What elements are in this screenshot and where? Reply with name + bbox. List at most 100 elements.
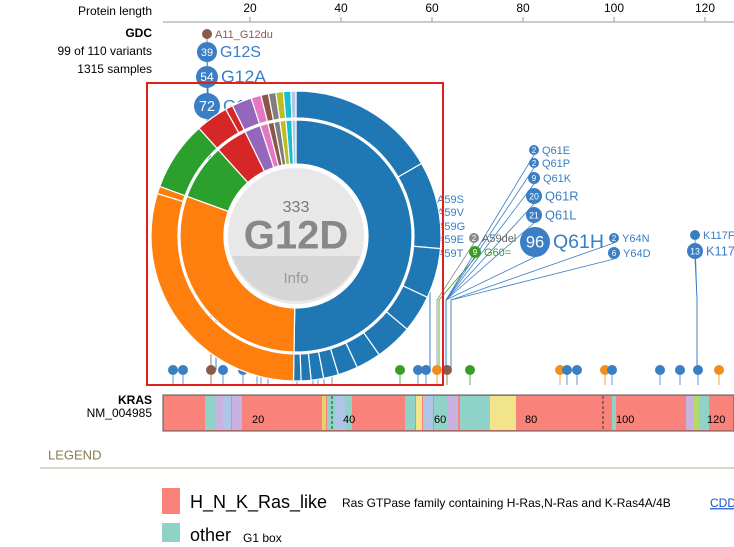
domain-segment bbox=[694, 396, 699, 430]
legend-description: Ras GTPase family containing H-Ras,N-Ras… bbox=[342, 496, 671, 510]
mutation-dot bbox=[421, 365, 431, 375]
gene-tick-label: 120 bbox=[707, 414, 725, 426]
sunburst-label: G12D bbox=[244, 214, 349, 258]
ruler-tick-label: 60 bbox=[425, 1, 439, 15]
legend-description: G1 box bbox=[243, 531, 282, 542]
sunburst-arc bbox=[291, 119, 297, 165]
mutation-dot bbox=[562, 365, 572, 375]
sunburst-arc bbox=[290, 90, 297, 119]
domain-segment bbox=[612, 396, 616, 430]
gene-tick-label: 80 bbox=[525, 414, 537, 426]
mutation-label: A59S bbox=[437, 194, 464, 206]
mutation-dot bbox=[469, 233, 479, 243]
mutation-label: Y64N bbox=[622, 233, 650, 245]
mutation-label: G12S bbox=[220, 44, 261, 61]
mutation-label: A11_G12du bbox=[215, 29, 273, 41]
mutation-dot bbox=[469, 246, 481, 258]
mutation-count: 20 bbox=[529, 191, 539, 201]
domain-segment bbox=[232, 396, 242, 430]
mutation-dot bbox=[655, 365, 665, 375]
gene-tick-label: 40 bbox=[343, 414, 355, 426]
domain-segment bbox=[215, 396, 223, 430]
legend-name: other bbox=[190, 525, 231, 542]
legend-swatch bbox=[162, 523, 180, 547]
ruler-tick-label: 80 bbox=[516, 1, 530, 15]
mutation-count: 39 bbox=[201, 47, 213, 59]
ruler-title: Protein length bbox=[78, 4, 152, 18]
mutation-label: Q61K bbox=[543, 173, 572, 185]
domain-segment bbox=[223, 396, 231, 430]
mutation-dot bbox=[197, 42, 217, 62]
mutation-dot bbox=[693, 365, 703, 375]
mutation-count: 54 bbox=[200, 70, 214, 84]
mutation-dot bbox=[465, 365, 475, 375]
gene-tick-label: 100 bbox=[616, 414, 634, 426]
stem bbox=[436, 242, 475, 370]
domain-segment bbox=[345, 396, 352, 430]
ruler-tick-label: 20 bbox=[243, 1, 257, 15]
mutation-dot bbox=[526, 207, 542, 223]
info-button[interactable]: Info bbox=[283, 270, 308, 287]
sunburst-arc bbox=[293, 119, 413, 353]
stem bbox=[450, 242, 615, 370]
gene-name: KRAS bbox=[118, 393, 152, 407]
mutation-dot bbox=[520, 227, 550, 257]
mutation-dot bbox=[218, 365, 228, 375]
legend-name: H_N_K_Ras_like bbox=[190, 492, 327, 513]
mutation-dot bbox=[529, 145, 539, 155]
mutation-count: 9 bbox=[532, 174, 537, 183]
stem bbox=[445, 256, 536, 370]
domain-segment bbox=[205, 396, 215, 430]
mutation-count: 6 bbox=[612, 249, 617, 258]
mutation-dot bbox=[178, 365, 188, 375]
mutation-label: K117F bbox=[703, 230, 734, 242]
mutation-dot bbox=[675, 365, 685, 375]
mutation-label: A59T bbox=[437, 248, 464, 260]
info-button-bg[interactable] bbox=[232, 256, 360, 302]
mutation-count: 2 bbox=[472, 234, 477, 243]
legend-link[interactable]: CDD bbox=[710, 496, 734, 510]
track-samples: 1315 samples bbox=[77, 62, 152, 76]
selection-box bbox=[146, 82, 444, 386]
mutation-dot bbox=[608, 247, 620, 259]
domain-segment bbox=[460, 396, 490, 430]
mutation-dot bbox=[555, 365, 565, 375]
mutation-dot bbox=[413, 365, 423, 375]
mutation-dot bbox=[395, 365, 405, 375]
mutation-dot bbox=[442, 365, 452, 375]
mutation-count: 9 bbox=[473, 248, 478, 257]
stem bbox=[450, 258, 615, 370]
mutation-label: Q61H bbox=[553, 231, 604, 253]
mutation-dot bbox=[432, 365, 442, 375]
stem bbox=[694, 258, 698, 370]
domain-segment bbox=[335, 396, 345, 430]
mutation-dot bbox=[202, 29, 212, 39]
mutation-dot bbox=[572, 365, 582, 375]
domain-segment bbox=[686, 396, 694, 430]
domain-segment bbox=[327, 396, 335, 430]
mutation-dot bbox=[607, 365, 617, 375]
domain-segment bbox=[416, 396, 422, 430]
mutation-label: G12A bbox=[221, 67, 266, 87]
stem bbox=[445, 222, 535, 370]
mutation-label: A59V bbox=[437, 207, 465, 219]
mutation-label: A59del bbox=[482, 233, 516, 245]
mutation-dot bbox=[690, 230, 700, 240]
sunburst-arc bbox=[179, 195, 296, 353]
gene-tick-label: 20 bbox=[252, 414, 264, 426]
legend-swatch bbox=[162, 488, 180, 514]
mutation-count: 2 bbox=[612, 234, 617, 243]
sunburst-count: 333 bbox=[283, 199, 310, 216]
mutation-dot bbox=[168, 365, 178, 375]
mutation-count: 13 bbox=[690, 246, 700, 256]
mutation-dot bbox=[714, 365, 724, 375]
domain-segment bbox=[434, 396, 448, 430]
mutation-label: Q61R bbox=[545, 188, 578, 203]
mutation-dot bbox=[528, 172, 540, 184]
domain-segment bbox=[699, 396, 709, 430]
mutation-dot bbox=[526, 188, 542, 204]
mutation-dot bbox=[687, 243, 703, 259]
mutation-count: 2 bbox=[532, 159, 537, 168]
